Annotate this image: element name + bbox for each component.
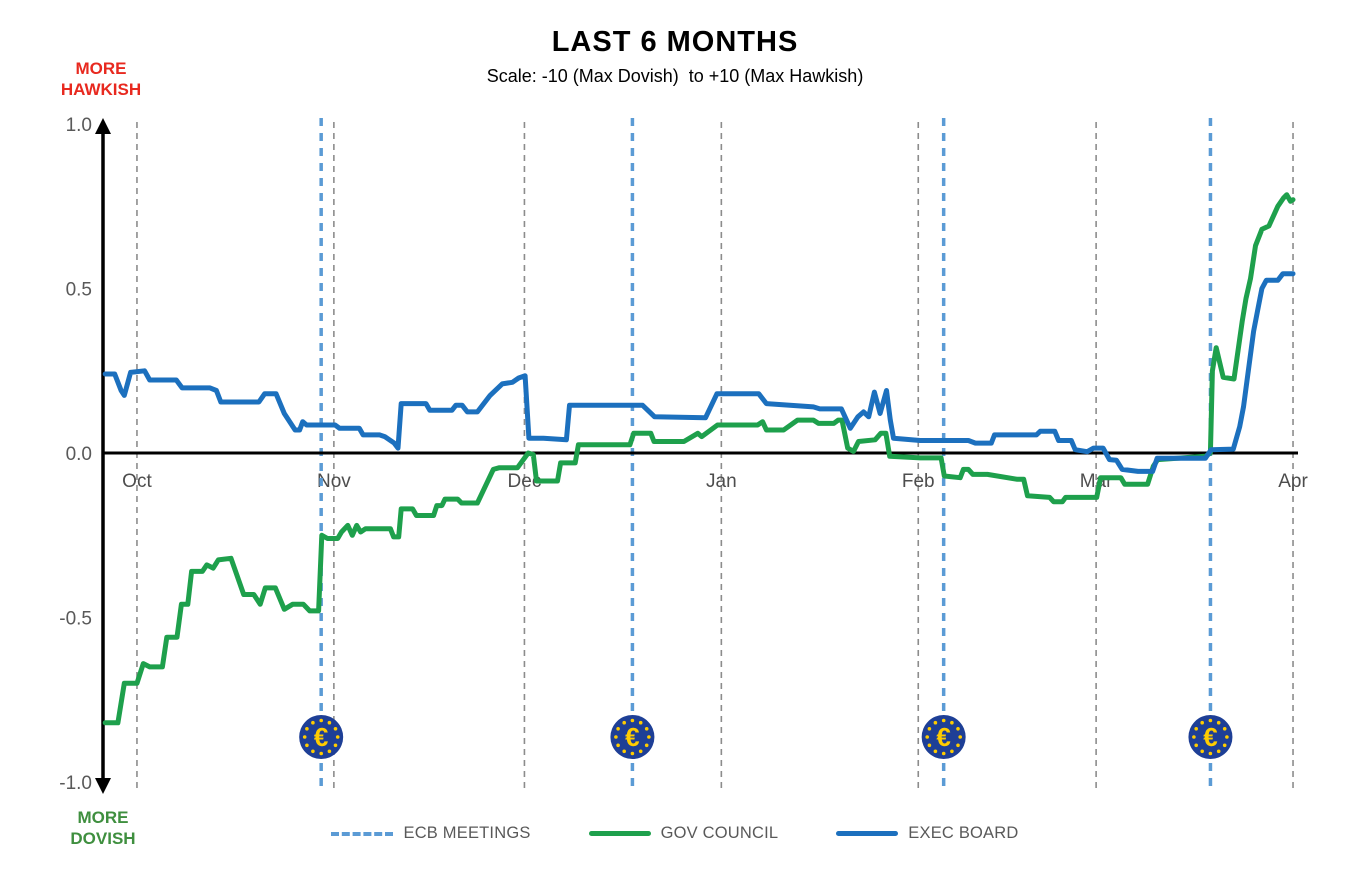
y-tick-label-1.0: 1.0 xyxy=(66,115,92,136)
more-hawkish-line1: MORE xyxy=(75,59,127,78)
euro-coin-star xyxy=(1208,751,1213,756)
euro-coin-star xyxy=(333,727,338,731)
month-label-feb: Feb xyxy=(902,471,935,492)
series-line-exec-board xyxy=(102,271,1296,474)
euro-coin-disc xyxy=(299,715,344,759)
euro-coin-star xyxy=(644,727,649,731)
legend-item-ecb-meetings: ECB MEETINGS xyxy=(331,824,530,843)
legend-label-ecb-meetings: ECB MEETINGS xyxy=(403,824,531,842)
euro-coin-star xyxy=(327,720,332,725)
euro-coin-star xyxy=(958,735,962,739)
y-tick-label--0.5: -0.5 xyxy=(59,609,92,630)
euro-symbol: € xyxy=(314,722,328,752)
euro-coin-star xyxy=(335,735,340,739)
euro-coin-star xyxy=(616,727,620,731)
chart-subtitle: Scale: -10 (Max Dovish) to +10 (Max Hawk… xyxy=(486,66,864,86)
euro-coin-star xyxy=(927,743,932,748)
y-axis-down-arrow-icon xyxy=(95,778,111,794)
euro-coin-star xyxy=(941,751,946,756)
y-tick-label--1.0: -1.0 xyxy=(59,773,92,794)
euro-coin-star xyxy=(950,749,954,754)
euro-coin-star xyxy=(638,720,643,725)
more-dovish-line1: MORE xyxy=(77,808,129,827)
euro-coin-star xyxy=(1192,735,1196,739)
euro-coin-star xyxy=(1200,749,1204,754)
euro-coin-star xyxy=(644,743,649,748)
euro-coin-star xyxy=(941,718,946,723)
euro-coin-star xyxy=(622,720,626,725)
y-tick-label-0.5: 0.5 xyxy=(66,280,92,301)
euro-coin-star xyxy=(1200,720,1204,725)
euro-coin-star xyxy=(305,727,309,731)
month-label-dec: Dec xyxy=(508,471,542,492)
month-label-oct: Oct xyxy=(122,471,152,492)
euro-coin-star xyxy=(319,718,324,723)
month-label-jan: Jan xyxy=(706,471,737,492)
euro-coin-star xyxy=(1208,718,1213,723)
month-label-nov: Nov xyxy=(317,471,351,492)
euro-coin-star xyxy=(638,749,643,754)
euro-coin-star xyxy=(1222,743,1227,748)
more-hawkish-line2: HAWKISH xyxy=(60,80,142,99)
euro-coin-icon-3: € xyxy=(921,715,966,759)
euro-coin-star xyxy=(933,749,938,754)
legend: ECB MEETINGS GOV COUNCIL EXEC BOARD xyxy=(0,824,1350,843)
euro-coin-star xyxy=(630,751,635,756)
legend-item-exec-board: EXEC BOARD xyxy=(836,824,1018,843)
euro-coin-star xyxy=(647,735,651,739)
more-hawkish-label: MORE HAWKISH xyxy=(36,58,166,100)
more-dovish-line2: DOVISH xyxy=(70,829,136,848)
euro-coin-star xyxy=(305,743,309,748)
y-tick-label-0.0: 0.0 xyxy=(66,444,92,465)
euro-symbol: € xyxy=(625,722,639,752)
euro-coin-star xyxy=(333,743,338,748)
ecb-meetings-dashed-line-icon xyxy=(331,831,394,836)
euro-coin-star xyxy=(1222,727,1227,731)
euro-coin-star xyxy=(614,735,618,739)
euro-coin-star xyxy=(302,735,307,739)
euro-coin-star xyxy=(630,718,635,723)
euro-coin-star xyxy=(927,727,932,731)
euro-coin-star xyxy=(327,749,332,754)
euro-coin-star xyxy=(622,749,626,754)
legend-item-gov-council: GOV COUNCIL xyxy=(588,824,779,843)
y-axis-up-arrow-icon xyxy=(95,118,111,134)
euro-coin-star xyxy=(956,727,960,731)
gov-council-line-icon xyxy=(588,831,651,836)
euro-coin-star xyxy=(1194,743,1198,748)
euro-coin-icon-1: € xyxy=(299,715,344,759)
euro-coin-star xyxy=(1216,749,1221,754)
euro-coin-icon-4: € xyxy=(1188,715,1233,759)
euro-coin-disc xyxy=(1188,715,1233,759)
more-dovish-label: MORE DOVISH xyxy=(38,807,168,849)
euro-coin-icon-2: € xyxy=(610,715,655,759)
euro-coin-star xyxy=(933,720,938,725)
euro-symbol: € xyxy=(936,722,950,752)
euro-coin-star xyxy=(311,720,315,725)
euro-coin-star xyxy=(1225,735,1229,739)
euro-coin-star xyxy=(950,720,954,725)
legend-label-exec-board: EXEC BOARD xyxy=(908,824,1019,842)
euro-coin-star xyxy=(319,751,324,756)
euro-coin-star xyxy=(925,735,929,739)
euro-coin-star xyxy=(1194,727,1198,731)
exec-board-line-icon xyxy=(836,831,899,836)
euro-coin-star xyxy=(616,743,620,748)
month-label-apr: Apr xyxy=(1278,471,1308,492)
legend-label-gov-council: GOV COUNCIL xyxy=(660,824,779,842)
euro-coin-star xyxy=(311,749,315,754)
euro-symbol: € xyxy=(1203,722,1217,752)
euro-coin-disc xyxy=(921,715,966,759)
chart-title: LAST 6 MONTHS xyxy=(551,26,799,58)
euro-coin-star xyxy=(1216,720,1221,725)
euro-coin-star xyxy=(956,743,960,748)
euro-coin-disc xyxy=(610,715,655,759)
series-line-gov-council xyxy=(102,192,1296,726)
